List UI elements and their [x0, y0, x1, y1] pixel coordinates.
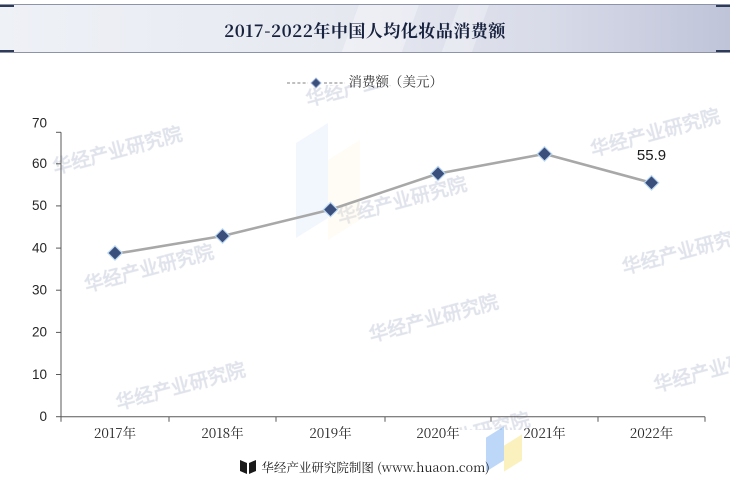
svg-text:10: 10 — [32, 367, 47, 382]
svg-text:20: 20 — [32, 325, 47, 340]
svg-text:2022年: 2022年 — [630, 422, 674, 442]
svg-text:2018年: 2018年 — [201, 422, 243, 442]
svg-text:2020年: 2020年 — [416, 422, 460, 442]
svg-text:50: 50 — [32, 198, 47, 213]
svg-text:30: 30 — [32, 283, 47, 298]
svg-text:2017年: 2017年 — [94, 422, 136, 442]
svg-text:60: 60 — [32, 156, 47, 171]
svg-text:55.9: 55.9 — [637, 147, 666, 164]
svg-text:2021年: 2021年 — [523, 422, 565, 442]
svg-text:40: 40 — [32, 240, 47, 255]
svg-text:70: 70 — [32, 116, 47, 131]
svg-text:2019年: 2019年 — [309, 422, 352, 442]
svg-text:0: 0 — [39, 409, 47, 424]
